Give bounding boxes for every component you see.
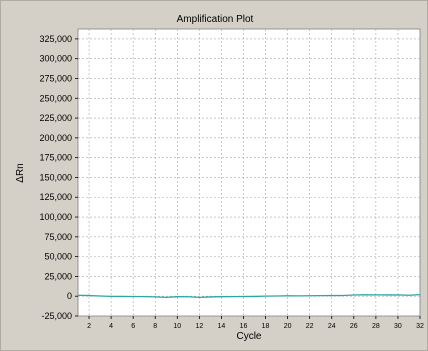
x-tick-label: 2 xyxy=(87,323,91,330)
x-axis: 2 4 6 8 10 12 14 16 18 20 22 24 26 28 30 32 xyxy=(87,316,424,330)
y-tick-label: 100,000 xyxy=(39,212,72,222)
series-point xyxy=(364,294,366,296)
x-tick-label: 12 xyxy=(195,323,203,330)
x-tick-label: 16 xyxy=(240,323,248,330)
y-axis-title: ΔRn xyxy=(15,163,26,182)
y-tick-label: 0 xyxy=(67,291,72,301)
y-tick-label: 225,000 xyxy=(39,113,72,123)
y-tick-label: 175,000 xyxy=(39,153,72,163)
series-point xyxy=(88,295,90,296)
x-tick-label: 6 xyxy=(131,323,135,330)
x-axis-title: Cycle xyxy=(236,331,261,342)
x-tick-label: 10 xyxy=(173,323,181,330)
series-point xyxy=(353,294,355,296)
x-tick-label: 32 xyxy=(416,323,424,330)
x-tick-label: 28 xyxy=(372,323,380,330)
series-point xyxy=(165,296,167,298)
series-point xyxy=(99,295,101,297)
x-tick-label: 8 xyxy=(153,323,157,330)
series-point xyxy=(132,296,134,297)
y-tick-label: 275,000 xyxy=(39,73,72,83)
series-point xyxy=(143,296,145,298)
y-tick-label: 50,000 xyxy=(44,252,72,262)
y-tick-label: -25,000 xyxy=(41,311,72,321)
series-point xyxy=(386,294,388,296)
series-point xyxy=(375,294,377,296)
x-tick-label: 18 xyxy=(262,323,270,330)
series-point xyxy=(309,295,311,297)
y-axis: -25,000 0 25,000 50,000 75,000 100,000 125,000… xyxy=(39,34,78,321)
series-point xyxy=(287,295,289,297)
series-point xyxy=(298,295,300,297)
x-tick-label: 14 xyxy=(218,323,226,330)
series-point xyxy=(320,295,322,297)
series-point xyxy=(397,294,399,296)
series-line xyxy=(77,293,421,299)
series-point xyxy=(331,295,333,296)
series-point xyxy=(254,296,255,297)
x-tick-label: 20 xyxy=(284,323,292,330)
x-tick-label: 4 xyxy=(109,323,113,330)
series-point xyxy=(232,296,233,298)
y-tick-label: 75,000 xyxy=(44,232,72,242)
series-point xyxy=(77,294,79,296)
y-tick-label: 300,000 xyxy=(39,54,72,64)
series-point xyxy=(419,294,421,296)
series-layer xyxy=(77,293,421,299)
series-point xyxy=(265,295,266,297)
y-tick-label: 25,000 xyxy=(44,271,72,281)
y-tick-label: 325,000 xyxy=(39,34,72,44)
y-tick-label: 200,000 xyxy=(39,133,72,143)
series-point xyxy=(221,296,222,298)
y-tick-label: 125,000 xyxy=(39,192,72,202)
plot-area xyxy=(77,28,421,317)
y-tick-label: 250,000 xyxy=(39,93,72,103)
series-point xyxy=(209,296,211,298)
series-point xyxy=(121,296,123,297)
series-point xyxy=(187,296,189,298)
y-tick-label: 150,000 xyxy=(39,172,72,182)
x-tick-label: 30 xyxy=(394,323,402,330)
series-point xyxy=(176,296,178,298)
x-tick-label: 24 xyxy=(328,323,336,330)
series-point xyxy=(342,295,344,296)
series-point xyxy=(198,296,200,298)
series-point xyxy=(276,295,277,297)
x-tick-label: 26 xyxy=(350,323,358,330)
chart-title: Amplification Plot xyxy=(176,14,254,25)
series-point xyxy=(408,294,410,296)
x-tick-label: 22 xyxy=(306,323,314,330)
series-point xyxy=(243,296,244,297)
series-point xyxy=(154,296,156,298)
series-point xyxy=(110,295,112,297)
